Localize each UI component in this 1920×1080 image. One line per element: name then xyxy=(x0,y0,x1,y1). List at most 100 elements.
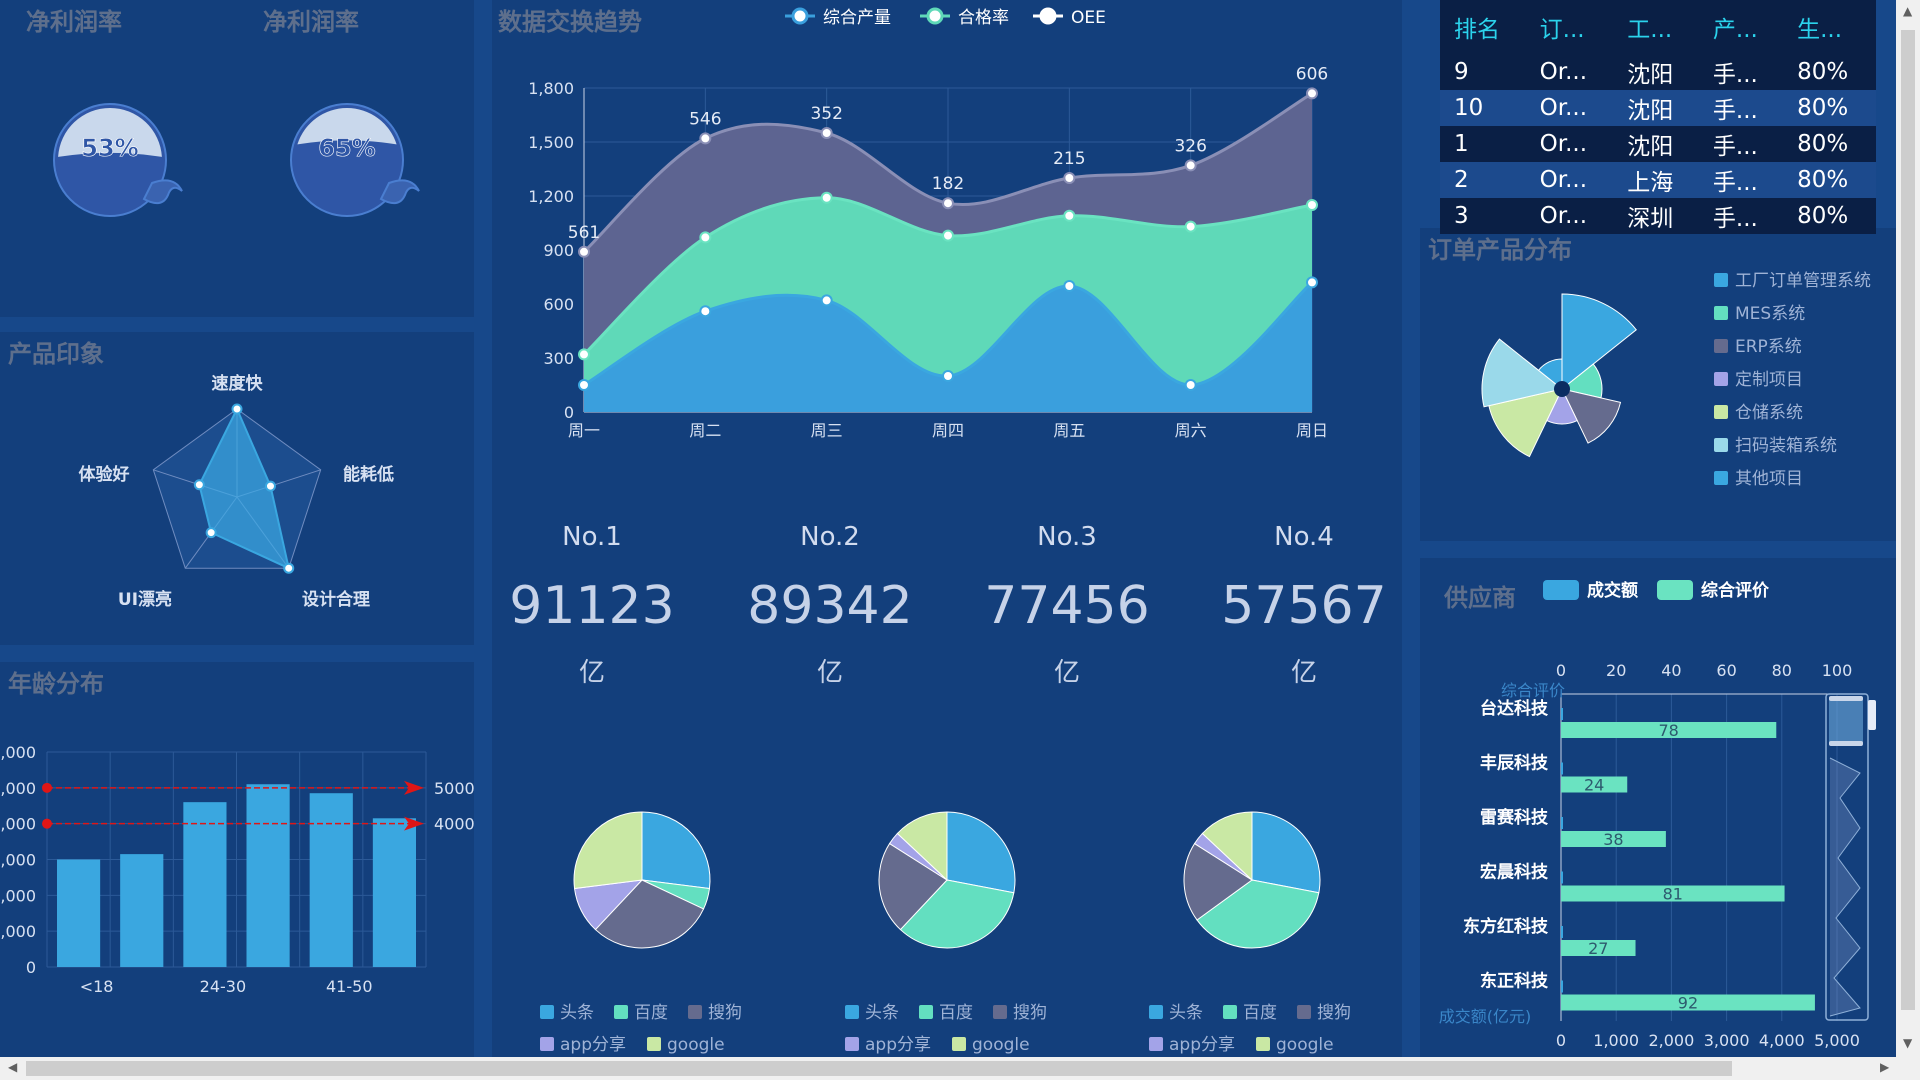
source-legend-label[interactable]: app分享 xyxy=(865,1035,931,1055)
trend-point[interactable] xyxy=(942,197,954,210)
source-legend-label[interactable]: 搜狗 xyxy=(708,1003,742,1023)
order-dist-slice[interactable] xyxy=(1537,358,1563,391)
order-dist-legend-label[interactable]: 扫码装箱系统 xyxy=(1735,436,1837,456)
order-dist-legend-swatch[interactable] xyxy=(1714,306,1728,320)
trend-point[interactable] xyxy=(1063,172,1076,184)
scroll-down-icon[interactable]: ▼ xyxy=(1903,1036,1913,1050)
source-pie-slice[interactable] xyxy=(594,879,705,949)
header-product[interactable]: 产... xyxy=(1712,17,1758,43)
table-row[interactable]: 9 Or... 沈阳 手... 80% xyxy=(1440,54,1876,90)
header-rank[interactable]: 排名 xyxy=(1454,17,1500,43)
trend-point[interactable] xyxy=(820,127,833,139)
trend-point[interactable] xyxy=(1306,276,1318,289)
horizontal-scroll-thumb[interactable] xyxy=(26,1061,1732,1076)
age-bar[interactable] xyxy=(372,818,416,967)
supplier-eval-bar[interactable] xyxy=(1561,831,1666,847)
scroll-left-icon[interactable]: ◀ xyxy=(8,1060,18,1074)
order-dist-legend-label[interactable]: 定制项目 xyxy=(1735,370,1803,390)
source-legend-label[interactable]: app分享 xyxy=(1169,1035,1235,1055)
supplier-legend-swatch[interactable] xyxy=(1657,580,1693,600)
source-legend-label[interactable]: 头条 xyxy=(865,1003,899,1023)
source-legend-swatch[interactable] xyxy=(1297,1005,1311,1019)
order-dist-legend-label[interactable]: 仓储系统 xyxy=(1735,403,1803,423)
source-legend-label[interactable]: 百度 xyxy=(634,1003,668,1023)
vertical-scroll-thumb[interactable] xyxy=(1901,30,1915,1010)
source-pie-slice[interactable] xyxy=(1201,811,1253,882)
source-legend-swatch[interactable] xyxy=(845,1005,859,1019)
trend-legend-marker[interactable] xyxy=(926,7,944,25)
order-dist-slice[interactable] xyxy=(1561,293,1637,391)
source-legend-swatch[interactable] xyxy=(688,1005,702,1019)
source-pie-slice[interactable] xyxy=(573,811,643,890)
trend-point[interactable] xyxy=(942,370,954,382)
trend-point[interactable] xyxy=(1184,159,1197,172)
age-bar[interactable] xyxy=(309,793,353,967)
source-legend-swatch[interactable] xyxy=(952,1037,966,1051)
trend-point[interactable] xyxy=(578,348,590,361)
supplier-eval-bar[interactable] xyxy=(1561,994,1815,1011)
order-dist-slice[interactable] xyxy=(1488,388,1563,458)
source-pie-slice[interactable] xyxy=(878,842,948,931)
trend-point[interactable] xyxy=(942,229,954,242)
supplier-amount-bar[interactable] xyxy=(1561,817,1563,829)
trend-point[interactable] xyxy=(1306,199,1318,211)
supplier-amount-bar[interactable] xyxy=(1561,871,1563,884)
trend-point[interactable] xyxy=(578,379,590,391)
table-row[interactable]: 1 Or... 沈阳 手... 80% xyxy=(1440,126,1876,162)
age-bar[interactable] xyxy=(246,784,290,967)
source-legend-label[interactable]: 搜狗 xyxy=(1317,1003,1351,1023)
source-legend-swatch[interactable] xyxy=(1149,1005,1163,1019)
order-dist-legend-label[interactable]: 工厂订单管理系统 xyxy=(1735,271,1871,291)
supplier-datazoom-handle-bottom[interactable] xyxy=(1829,741,1863,746)
source-legend-swatch[interactable] xyxy=(1149,1037,1163,1051)
source-pie-slice[interactable] xyxy=(1196,879,1320,949)
order-dist-legend-swatch[interactable] xyxy=(1714,273,1728,287)
header-factory[interactable]: 工... xyxy=(1627,17,1673,43)
header-production[interactable]: 生... xyxy=(1797,17,1843,43)
trend-legend-marker[interactable] xyxy=(791,7,809,25)
order-dist-legend-swatch[interactable] xyxy=(1714,405,1728,419)
horizontal-scrollbar[interactable]: ◀ ▶ xyxy=(0,1057,1920,1080)
trend-point[interactable] xyxy=(1306,87,1318,100)
supplier-eval-bar[interactable] xyxy=(1561,722,1777,738)
source-legend-label[interactable]: 头条 xyxy=(1169,1003,1203,1023)
trend-point[interactable] xyxy=(1184,379,1197,391)
supplier-datazoom[interactable] xyxy=(1825,693,1869,1021)
trend-legend-marker[interactable] xyxy=(1039,7,1057,25)
trend-point[interactable] xyxy=(1063,209,1076,222)
order-dist-legend-swatch[interactable] xyxy=(1714,372,1728,386)
source-legend-swatch[interactable] xyxy=(993,1005,1007,1019)
source-legend-swatch[interactable] xyxy=(614,1005,628,1019)
source-pie-slice[interactable] xyxy=(1183,842,1253,921)
supplier-amount-bar[interactable] xyxy=(1561,708,1563,720)
source-legend-label[interactable]: 百度 xyxy=(1243,1003,1277,1023)
order-dist-legend-label[interactable]: MES系统 xyxy=(1735,304,1805,324)
source-legend-swatch[interactable] xyxy=(647,1037,661,1051)
trend-point[interactable] xyxy=(820,191,833,204)
source-legend-swatch[interactable] xyxy=(1223,1005,1237,1019)
age-bar[interactable] xyxy=(120,854,164,967)
header-order[interactable]: 订... xyxy=(1539,17,1585,43)
order-dist-legend-label[interactable]: 其他项目 xyxy=(1735,469,1803,489)
order-dist-legend-swatch[interactable] xyxy=(1714,339,1728,353)
trend-point[interactable] xyxy=(699,132,712,145)
source-legend-label[interactable]: 百度 xyxy=(939,1003,973,1023)
order-dist-legend-swatch[interactable] xyxy=(1714,438,1728,452)
supplier-legend-label[interactable]: 成交额 xyxy=(1587,580,1638,601)
source-legend-swatch[interactable] xyxy=(845,1037,859,1051)
source-legend-label[interactable]: google xyxy=(1276,1035,1334,1055)
source-pie-slice[interactable] xyxy=(899,879,1015,949)
supplier-eval-bar[interactable] xyxy=(1561,885,1785,902)
trend-point[interactable] xyxy=(578,245,590,258)
source-legend-label[interactable]: 头条 xyxy=(560,1003,594,1023)
source-legend-label[interactable]: google xyxy=(972,1035,1030,1055)
trend-legend-label[interactable]: 合格率 xyxy=(958,8,1009,28)
trend-point[interactable] xyxy=(699,305,712,318)
source-legend-label[interactable]: 搜狗 xyxy=(1013,1003,1047,1023)
source-legend-swatch[interactable] xyxy=(540,1037,554,1051)
age-bar[interactable] xyxy=(57,859,101,968)
source-legend-swatch[interactable] xyxy=(919,1005,933,1019)
supplier-amount-bar[interactable] xyxy=(1561,926,1563,938)
supplier-datazoom-handle-top[interactable] xyxy=(1829,696,1863,701)
table-row[interactable]: 10 Or... 沈阳 手... 80% xyxy=(1440,90,1876,126)
